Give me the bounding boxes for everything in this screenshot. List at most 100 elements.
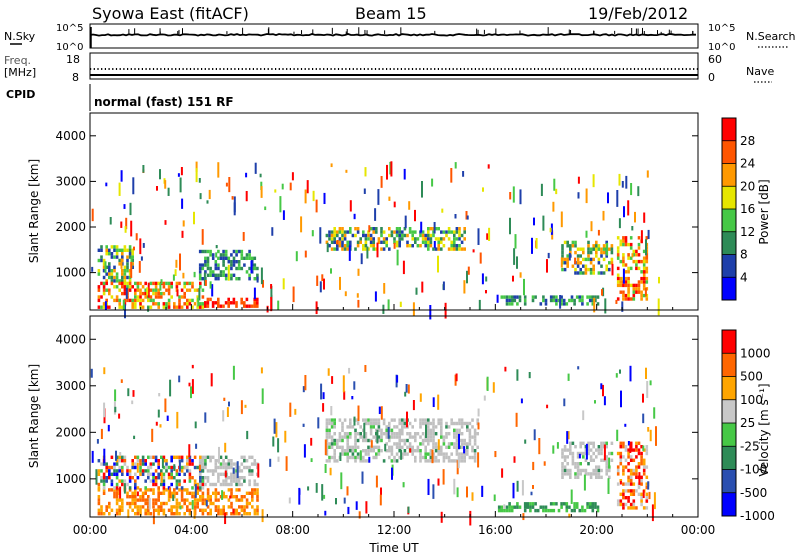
range-cell <box>574 244 577 248</box>
range-cell <box>118 498 121 502</box>
range-cell <box>453 230 456 234</box>
range-cell <box>157 409 160 418</box>
range-cell <box>162 305 166 309</box>
range-cell <box>377 189 380 205</box>
range-cell <box>419 421 422 426</box>
range-cell <box>243 263 246 267</box>
range-cell <box>128 469 132 473</box>
range-cell <box>173 512 176 516</box>
range-cell <box>102 491 106 495</box>
range-cell <box>108 476 111 480</box>
range-cell <box>342 375 345 393</box>
range-cell <box>289 182 292 191</box>
range-cell <box>621 181 624 188</box>
range-cell <box>251 491 254 495</box>
range-cell <box>243 465 246 470</box>
range-cell <box>336 438 339 443</box>
range-cell <box>467 266 470 275</box>
range-cell <box>128 479 132 483</box>
range-cell <box>128 505 132 509</box>
range-cell <box>589 261 593 265</box>
range-cell <box>576 455 580 459</box>
range-cell <box>198 249 202 254</box>
range-cell <box>102 302 106 306</box>
range-cell <box>160 469 163 473</box>
noise-right-tick-top: 10^5 <box>708 23 735 34</box>
range-cell <box>229 495 232 499</box>
range-cell <box>388 425 391 429</box>
range-cell <box>377 418 381 422</box>
range-cell <box>338 240 342 244</box>
range-cell <box>256 512 259 516</box>
range-cell <box>152 479 155 483</box>
range-cell <box>406 452 409 456</box>
noise-right-tick-bottom: 10^0 <box>708 42 735 53</box>
range-cell <box>421 233 425 238</box>
range-cell <box>528 372 531 379</box>
range-cell <box>362 230 365 234</box>
range-cell <box>375 432 378 436</box>
range-cell <box>256 488 259 492</box>
range-cell <box>232 512 236 516</box>
range-cell <box>333 237 336 241</box>
range-cell <box>563 472 567 476</box>
range-cell <box>383 283 386 294</box>
range-cell <box>390 233 394 238</box>
range-cell <box>632 259 636 264</box>
range-cell <box>219 256 223 260</box>
range-cell <box>367 247 370 251</box>
range-cell <box>429 227 433 231</box>
range-cell <box>587 451 590 456</box>
range-cell <box>204 508 207 512</box>
range-cell <box>126 472 129 476</box>
range-cell <box>341 425 344 429</box>
range-cell <box>429 240 433 244</box>
range-cell <box>204 280 207 286</box>
range-cell <box>385 432 388 436</box>
range-cell <box>615 299 618 304</box>
range-cell <box>440 237 443 241</box>
range-cell <box>515 412 518 427</box>
range-cell <box>408 244 412 248</box>
range-cell <box>640 230 643 244</box>
range-cell <box>519 189 522 205</box>
range-cell <box>139 298 142 303</box>
range-cell <box>543 461 546 466</box>
range-cell <box>346 438 349 443</box>
range-cell <box>583 474 586 491</box>
range-cell <box>341 449 344 453</box>
range-cell <box>622 268 625 284</box>
range-cell <box>368 225 371 233</box>
range-cell <box>180 167 183 176</box>
range-cell <box>170 472 173 476</box>
range-cell <box>508 295 511 299</box>
range-cell <box>645 239 647 256</box>
range-cell <box>447 442 451 446</box>
range-cell <box>553 178 556 191</box>
range-cell <box>367 233 370 238</box>
range-cell <box>460 455 464 460</box>
range-cell <box>364 240 368 244</box>
range-cell <box>201 491 205 495</box>
range-cell <box>632 448 636 452</box>
range-cell <box>344 291 347 297</box>
range-cell <box>178 281 181 286</box>
range-cell <box>345 169 348 173</box>
range-cell <box>610 244 614 248</box>
range-cell <box>447 425 451 429</box>
range-cell <box>178 472 181 476</box>
range-cell <box>248 277 251 281</box>
range-cell <box>302 423 305 427</box>
range-cell <box>589 441 593 445</box>
range-cell <box>589 257 593 262</box>
range-cell <box>589 458 593 462</box>
range-cell <box>178 305 181 309</box>
range-cell <box>375 452 378 456</box>
range-cell <box>250 256 254 260</box>
range-cell <box>592 472 595 476</box>
range-cell <box>429 244 433 248</box>
range-cell <box>584 468 588 473</box>
range-cell <box>162 512 166 516</box>
range-cell <box>245 465 249 470</box>
range-cell <box>362 418 365 422</box>
